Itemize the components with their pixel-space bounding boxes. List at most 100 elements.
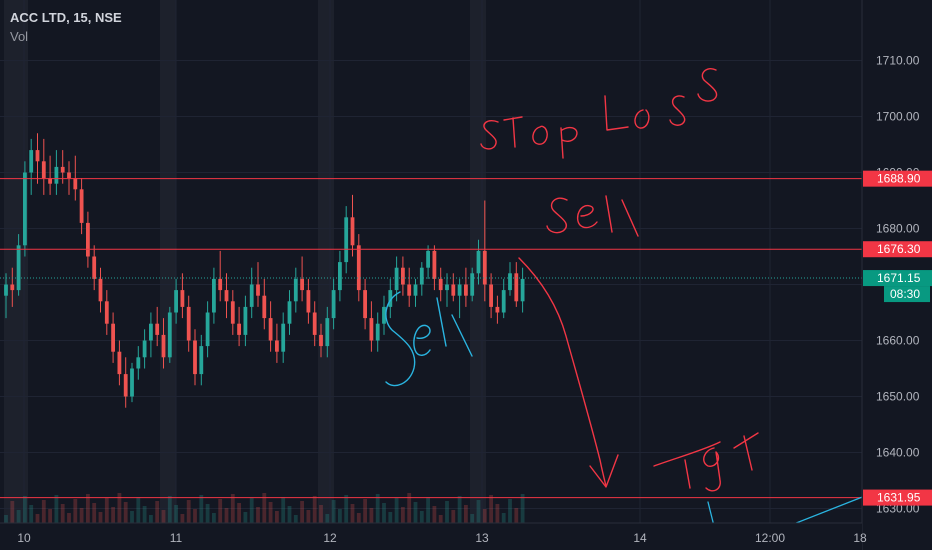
candle-body <box>495 306 500 313</box>
candle <box>495 295 500 324</box>
candle-body <box>287 301 292 324</box>
candle-body <box>16 245 21 291</box>
candle-body <box>212 278 216 313</box>
candle-body <box>338 262 342 291</box>
candle <box>155 306 160 347</box>
candle-body <box>41 161 46 179</box>
candle-body <box>413 284 418 296</box>
volume-bar <box>41 500 46 523</box>
volume-bar <box>86 494 90 523</box>
last-price-label: 1671.15 <box>877 271 921 285</box>
candle <box>142 329 147 369</box>
candle <box>331 278 336 330</box>
volume-bar <box>35 514 40 523</box>
annotation-arrow-to-target <box>518 257 619 488</box>
volume-bar <box>375 494 380 523</box>
time-axis[interactable]: 10 11 12 13 14 12:00 18 <box>0 522 867 550</box>
candle <box>432 245 437 291</box>
level-price-tag <box>863 489 932 506</box>
volume-bar <box>344 495 349 523</box>
candle <box>388 278 393 319</box>
candle <box>73 155 78 201</box>
candle <box>249 267 254 319</box>
candle <box>501 278 506 319</box>
candle-body <box>4 284 8 296</box>
annotation-sell-lower <box>385 291 473 387</box>
candle-body <box>508 273 512 291</box>
volume-bar <box>262 493 267 523</box>
symbol-title[interactable]: ACC LTD, 15, NSE <box>10 10 122 25</box>
volume-bar <box>495 504 500 523</box>
volume-bar <box>256 507 260 523</box>
candle <box>470 267 475 302</box>
volume-bars <box>4 493 525 523</box>
volume-bar <box>16 510 21 523</box>
candle-body <box>407 284 412 296</box>
candle-body <box>457 284 462 296</box>
candle <box>356 234 361 302</box>
candle <box>275 323 279 363</box>
candle <box>60 150 65 184</box>
last-price-tag <box>863 270 932 287</box>
volume-bar <box>155 501 160 523</box>
candle-body <box>79 189 84 223</box>
countdown-label: 08:30 <box>890 287 920 301</box>
x-tick-label: 14 <box>633 531 647 545</box>
candle-body <box>155 323 160 335</box>
candle-body <box>237 323 241 335</box>
candle-body <box>501 290 506 313</box>
volume-bar <box>470 514 475 523</box>
volume-bar <box>281 497 286 523</box>
annotation-blue-tick <box>707 501 715 527</box>
volume-legend[interactable]: Vol <box>10 29 29 44</box>
candle <box>350 194 355 257</box>
candle <box>205 301 210 358</box>
candle <box>401 256 405 296</box>
volume-bar <box>464 505 468 523</box>
y-tick-label: 1710.00 <box>876 54 920 68</box>
candle <box>29 138 34 195</box>
volume-bar <box>413 502 418 523</box>
candle-body <box>243 306 248 335</box>
volume-bar <box>426 497 430 523</box>
candle-body <box>325 318 330 347</box>
volume-bar <box>10 501 15 523</box>
candle-body <box>249 284 254 307</box>
candle-body <box>10 284 15 291</box>
volume-bar <box>476 500 481 523</box>
volume-bar <box>363 499 367 523</box>
volume-bar <box>218 499 223 523</box>
candle <box>508 262 512 296</box>
volume-bar <box>117 493 122 523</box>
x-tick-label: 12 <box>323 531 337 545</box>
level-price-tag-label: 1688.90 <box>877 172 921 186</box>
candle-body <box>98 278 103 302</box>
volume-bar <box>419 511 424 523</box>
volume-bar <box>136 497 141 523</box>
candle-body <box>180 290 185 307</box>
candle-body <box>136 357 141 369</box>
time-axis-background <box>0 523 862 550</box>
candle <box>369 301 374 352</box>
candle <box>287 290 292 335</box>
candle-body <box>218 278 223 291</box>
x-tick-label: 13 <box>475 531 489 545</box>
candle <box>48 155 52 195</box>
candle-body <box>199 346 204 375</box>
level-lines <box>0 178 862 499</box>
candle <box>92 245 97 291</box>
candle <box>344 206 349 274</box>
candle-body <box>350 217 355 246</box>
candle-body <box>111 323 115 352</box>
volume-bar <box>54 495 59 523</box>
candle <box>306 278 311 324</box>
annotation-target <box>653 432 759 492</box>
x-tick-label: 18 <box>853 531 867 545</box>
countdown-tag <box>884 286 930 303</box>
candle-body <box>142 340 147 358</box>
volume-bar <box>451 510 456 523</box>
candle <box>457 278 462 319</box>
candle <box>111 312 115 363</box>
